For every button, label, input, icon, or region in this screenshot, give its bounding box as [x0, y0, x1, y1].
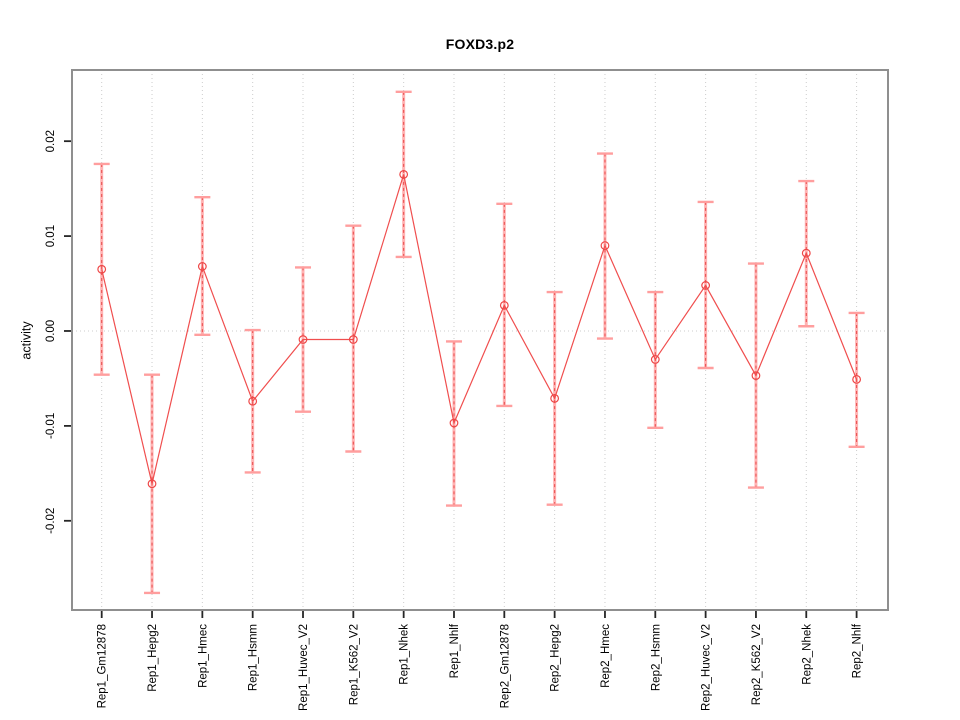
x-tick-label: Rep1_Nhlf	[449, 623, 461, 678]
y-tick-label: 0.02	[45, 130, 57, 152]
y-tick-label: 0.00	[45, 320, 57, 342]
data-point	[248, 396, 258, 406]
data-point	[852, 374, 861, 384]
series-line	[101, 174, 858, 484]
data-point	[801, 248, 811, 258]
data-point	[147, 479, 157, 489]
x-tick-label: Rep2_Hsmm	[650, 624, 662, 691]
x-tick-label: Rep1_Nhek	[399, 624, 411, 685]
x-tick-label: Rep2_K562_V2	[751, 624, 763, 705]
x-tick-label: Rep2_Gm12878	[499, 624, 511, 708]
data-point	[97, 264, 107, 274]
x-tick-label: Rep1_Gm12878	[97, 624, 109, 708]
x-tick-label: Rep1_Huvec_V2	[298, 624, 310, 711]
data-point	[348, 335, 358, 344]
x-tick-label: Rep2_Nhek	[801, 624, 813, 685]
data-point	[550, 393, 560, 403]
data-point	[449, 418, 459, 428]
data-point	[701, 281, 711, 290]
data-point	[298, 335, 308, 344]
data-point	[197, 262, 207, 271]
x-tick-label: Rep2_Hepg2	[550, 624, 562, 692]
y-tick-label: 0.01	[45, 225, 57, 247]
x-tick-label: Rep2_Huvec_V2	[701, 624, 713, 711]
x-tick-label: Rep1_Hmec	[197, 624, 209, 688]
x-tick-label: Rep1_Hsmm	[248, 624, 260, 691]
plot-box	[71, 69, 889, 611]
x-tick-label: Rep1_K562_V2	[348, 624, 360, 705]
data-point	[399, 169, 409, 179]
y-tick-label: -0.01	[45, 413, 57, 439]
chart-title: FOXD3.p2	[445, 36, 515, 52]
data-point	[600, 241, 610, 250]
data-point	[650, 355, 660, 364]
data-point	[751, 371, 761, 380]
x-tick-label: Rep1_Hepg2	[147, 624, 159, 692]
y-tick-label: -0.02	[45, 508, 57, 534]
x-tick-label: Rep2_Hmec	[600, 624, 612, 688]
data-point	[499, 300, 509, 310]
x-tick-label: Rep2_Nhlf	[852, 623, 864, 678]
